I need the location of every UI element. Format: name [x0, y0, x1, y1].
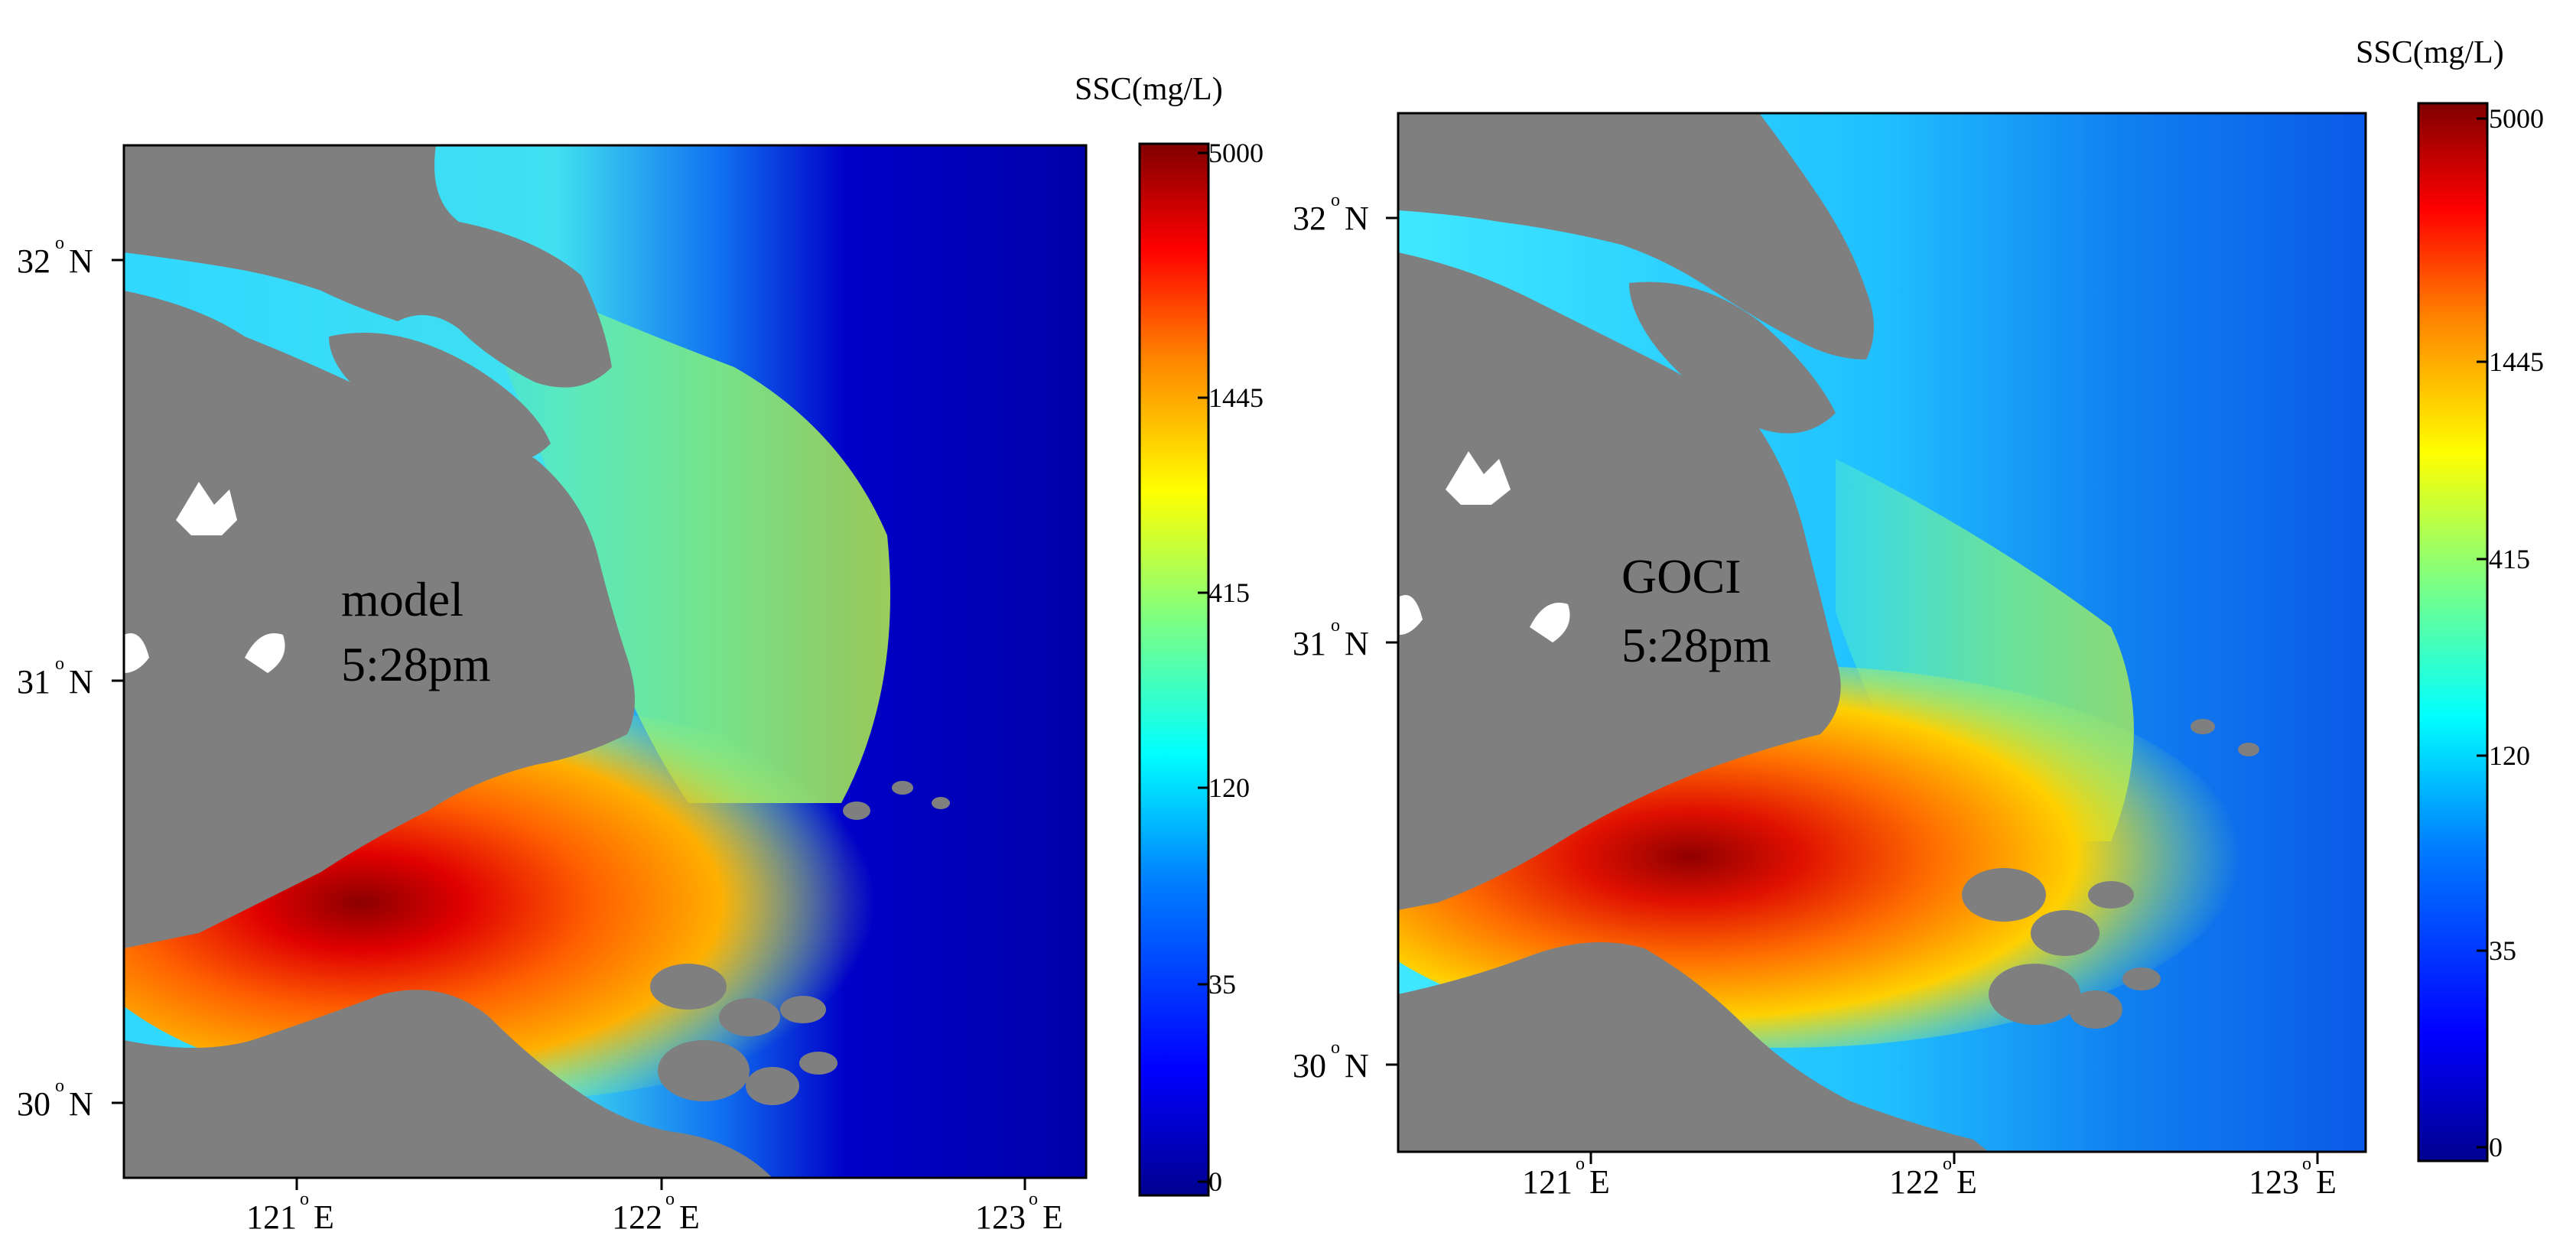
model-colorbar-tick-35: 35: [1208, 969, 1236, 1000]
model-lon-label-123: 123: [975, 1198, 1026, 1236]
goci-lon-degree-122: o: [1943, 1154, 1952, 1174]
goci-lat-degree-30: o: [1331, 1038, 1340, 1058]
model-lon-label-122: 122: [612, 1198, 662, 1236]
model-lat-label-31: 31: [17, 663, 50, 701]
goci-lon-label-122: 122: [1889, 1163, 1940, 1201]
goci-lake-2: [1530, 603, 1570, 642]
goci-colorbar-tick-5000: 5000: [2489, 103, 2544, 134]
model-lat-suffix-30: N: [69, 1085, 93, 1123]
goci-south-shore-land: [1398, 942, 1989, 1152]
model-lat-suffix-32: N: [69, 242, 93, 280]
model-map-frame: [122, 144, 1088, 1179]
model-map-panel: model 5:28pm 32 o N 31 o N 30 o N 121 o …: [17, 144, 1088, 1236]
goci-lat-label-31: 31: [1293, 625, 1326, 662]
goci-map-image: [1398, 113, 2366, 1152]
goci-map-panel: GOCI 5:28pm 32 o N 31 o N 30 o N 121 o E…: [1293, 112, 2367, 1201]
goci-colorbar-tick-415: 415: [2489, 544, 2530, 574]
model-lat-suffix-31: N: [69, 663, 93, 701]
goci-colorbar-tick-35: 35: [2489, 935, 2516, 966]
goci-lon-suffix-122: E: [1956, 1163, 1977, 1201]
model-lon-suffix-123: E: [1042, 1198, 1063, 1236]
model-lon-suffix-121: E: [314, 1198, 334, 1236]
goci-lon-suffix-123: E: [2316, 1163, 2337, 1201]
model-tick-marks: [112, 259, 1026, 1190]
goci-lake-3: [1400, 595, 1423, 635]
goci-lake-1: [1446, 451, 1511, 505]
model-lon-labels: 121 o E 122 o E 123 o E: [246, 1189, 1063, 1236]
model-colorbar-tick-120: 120: [1208, 772, 1250, 803]
goci-colorbar: SSC(mg/L) 5000 1445 415 120 35 0: [2356, 35, 2544, 1163]
goci-lat-suffix-30: N: [1345, 1047, 1369, 1085]
model-colorbar-ticks: [1198, 151, 1208, 1183]
goci-lon-label-123: 123: [2249, 1163, 2299, 1201]
goci-lat-labels: 32 o N 31 o N 30 o N: [1293, 190, 1369, 1085]
goci-colorbar-tick-1445: 1445: [2489, 346, 2544, 377]
goci-lon-suffix-121: E: [1589, 1163, 1610, 1201]
goci-caption-time: 5:28pm: [1621, 618, 1771, 672]
model-colorbar: SSC(mg/L) 5000 1445 415 120 35 0: [1075, 72, 1264, 1197]
goci-lon-degree-121: o: [1576, 1154, 1585, 1174]
model-lon-degree-121: o: [300, 1189, 309, 1209]
goci-colorbar-title: SSC(mg/L): [2356, 35, 2504, 70]
goci-colorbar-ramp: [2417, 102, 2489, 1163]
goci-lat-degree-31: o: [1331, 616, 1340, 636]
model-lat-label-32: 32: [17, 242, 50, 280]
goci-caption-label: GOCI: [1621, 549, 1741, 603]
model-caption-time: 5:28pm: [341, 637, 491, 691]
model-lat-degree-30: o: [55, 1076, 64, 1096]
north-bank-land: [124, 145, 612, 388]
goci-zhoushan-islands: [1962, 719, 2259, 1029]
goci-lat-suffix-32: N: [1345, 200, 1369, 237]
goci-map-frame: [1397, 112, 2367, 1153]
south-shore-land: [124, 990, 772, 1178]
model-map-image: [124, 145, 1086, 1178]
goci-lat-degree-32: o: [1331, 190, 1340, 210]
goci-lon-label-121: 121: [1522, 1163, 1573, 1201]
model-lat-label-30: 30: [17, 1085, 50, 1123]
model-lat-labels: 32 o N 31 o N 30 o N: [17, 233, 93, 1123]
model-lon-degree-123: o: [1029, 1189, 1038, 1209]
goci-colorbar-tick-120: 120: [2489, 740, 2530, 771]
zhoushan-islands: [650, 781, 950, 1105]
goci-lon-labels: 121 o E 122 o E 123 o E: [1522, 1154, 2337, 1201]
model-lon-suffix-122: E: [679, 1198, 700, 1236]
chongming-island: [329, 333, 551, 464]
goci-tick-marks: [1386, 216, 2319, 1164]
model-colorbar-tick-415: 415: [1208, 577, 1250, 608]
goci-chongming-island: [1629, 281, 1836, 434]
goci-colorbar-ticks: [2477, 117, 2487, 1149]
estuary-band: [459, 252, 890, 803]
model-lat-degree-31: o: [55, 654, 64, 674]
lake-1: [176, 482, 237, 535]
goci-lat-label-30: 30: [1293, 1047, 1326, 1085]
model-lat-degree-32: o: [55, 233, 64, 253]
model-lon-label-121: 121: [246, 1198, 297, 1236]
model-lon-degree-122: o: [665, 1189, 675, 1209]
model-colorbar-tick-0: 0: [1208, 1166, 1222, 1197]
goci-mainland-land: [1398, 252, 1841, 910]
model-colorbar-tick-5000: 5000: [1208, 138, 1264, 168]
model-caption-label: model: [341, 572, 463, 626]
lake-2: [245, 633, 285, 673]
goci-lon-degree-123: o: [2302, 1154, 2311, 1174]
model-colorbar-title: SSC(mg/L): [1075, 72, 1223, 107]
lake-3: [124, 633, 149, 673]
model-colorbar-ramp: [1138, 142, 1210, 1197]
goci-north-bank-land: [1398, 113, 1874, 359]
model-colorbar-tick-1445: 1445: [1208, 382, 1264, 413]
goci-lat-suffix-31: N: [1345, 625, 1369, 662]
goci-colorbar-tick-0: 0: [2489, 1132, 2503, 1163]
goci-lat-label-32: 32: [1293, 200, 1326, 237]
